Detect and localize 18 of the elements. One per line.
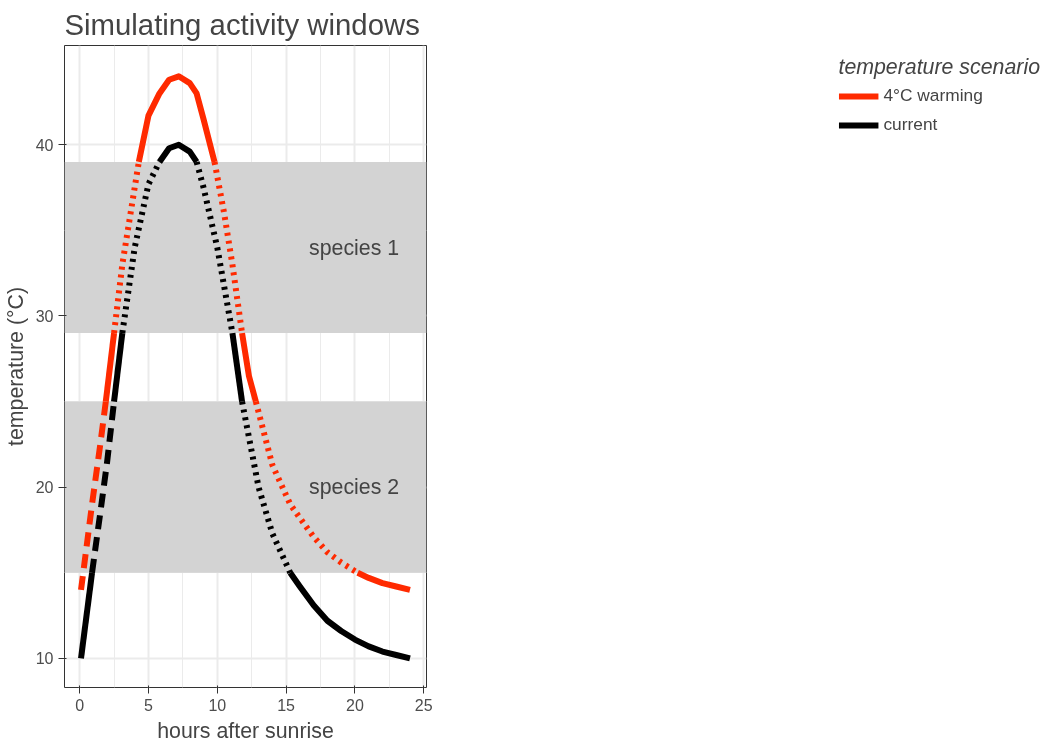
x-tick-label: 25 [414, 696, 433, 714]
x-tick-label: 15 [277, 696, 296, 714]
band-label: species 1 [309, 235, 400, 260]
x-tick-label: 5 [144, 696, 154, 714]
y-axis-title: temperature (°C) [3, 286, 28, 447]
x-tick-label: 10 [208, 696, 227, 714]
y-tick-label: 20 [35, 479, 54, 497]
y-tick-label: 30 [35, 308, 54, 325]
legend-label: current [883, 114, 938, 135]
legend-label: 4°C warming [883, 85, 983, 106]
legend-title: temperature scenario [838, 55, 1040, 80]
chart-title: Simulating activity windows [64, 7, 420, 41]
x-tick-label: 0 [75, 696, 85, 714]
y-tick-label: 10 [35, 650, 54, 668]
x-tick-label: 20 [346, 696, 364, 714]
band-label: species 2 [309, 475, 400, 500]
y-tick-label: 40 [35, 136, 54, 154]
x-axis-title: hours after sunrise [157, 718, 334, 743]
